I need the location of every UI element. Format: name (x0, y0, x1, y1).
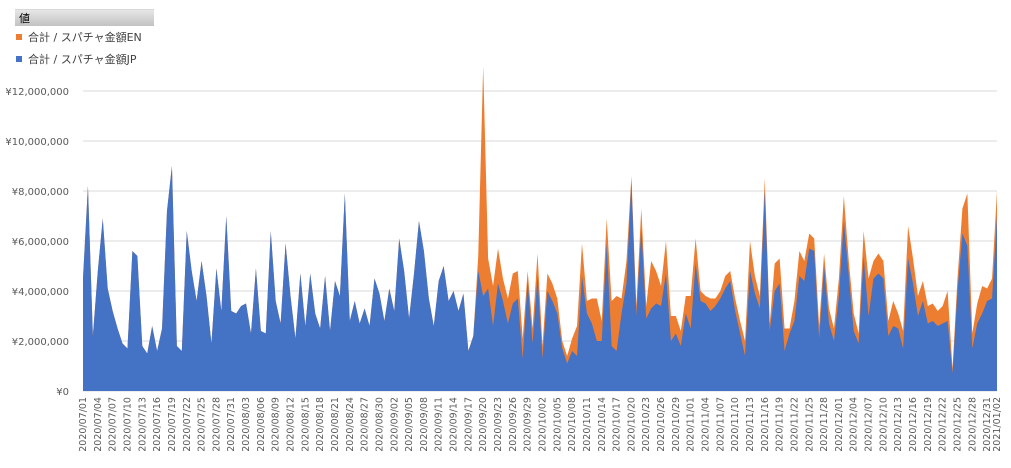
x-tick-label: 2020/09/08 (419, 397, 430, 452)
x-tick-label: 2020/08/09 (271, 397, 282, 452)
x-tick-label: 2020/07/28 (211, 397, 222, 452)
series-area-jp (83, 166, 997, 391)
x-tick-label: 2020/12/10 (878, 397, 889, 452)
y-tick-label: ¥2,000,000 (12, 337, 69, 348)
x-tick-label: 2020/09/17 (463, 397, 474, 452)
x-tick-label: 2020/12/19 (923, 397, 934, 452)
x-tick-label: 2020/10/02 (537, 397, 548, 452)
x-tick-label: 2020/09/20 (478, 397, 489, 452)
legend-swatch-jp (16, 56, 22, 62)
x-tick-label: 2020/07/25 (197, 397, 208, 452)
x-tick-label: 2020/08/06 (256, 397, 267, 452)
x-tick-label: 2020/10/26 (656, 397, 667, 452)
x-tick-label: 2020/07/16 (152, 397, 163, 452)
y-tick-label: ¥8,000,000 (12, 187, 69, 198)
x-tick-label: 2020/12/28 (967, 397, 978, 452)
x-tick-label: 2020/12/31 (982, 397, 993, 452)
x-tick-label: 2020/08/12 (286, 397, 297, 452)
x-tick-label: 2020/07/10 (122, 397, 133, 452)
x-tick-label: 2020/11/28 (819, 397, 830, 452)
x-tick-label: 2020/09/26 (508, 397, 519, 452)
legend-swatch-en (16, 34, 22, 40)
x-tick-label: 2020/11/07 (715, 397, 726, 452)
x-tick-label: 2020/10/11 (582, 397, 593, 452)
x-tick-label: 2020/10/23 (641, 397, 652, 452)
x-tick-label: 2020/12/22 (938, 397, 949, 452)
x-tick-label: 2020/11/10 (730, 397, 741, 452)
x-tick-label: 2020/08/18 (315, 397, 326, 452)
x-tick-label: 2020/12/13 (893, 397, 904, 452)
y-axis: ¥0 ¥2,000,000 ¥4,000,000 ¥6,000,000 ¥8,000,0… (5, 87, 69, 398)
x-tick-label: 2020/07/07 (108, 397, 119, 452)
y-tick-label: ¥4,000,000 (12, 287, 69, 298)
x-tick-label: 2020/07/19 (167, 397, 178, 452)
x-tick-label: 2020/09/29 (523, 397, 534, 452)
x-tick-label: 2020/08/15 (300, 397, 311, 452)
x-tick-label: 2021/01/02 (992, 397, 1003, 452)
x-tick-label: 2020/09/02 (389, 397, 400, 452)
x-tick-label: 2020/11/01 (686, 397, 697, 452)
x-tick-label: 2020/12/07 (864, 397, 875, 452)
x-tick-label: 2020/11/16 (760, 397, 771, 452)
x-tick-label: 2020/07/01 (78, 397, 89, 452)
x-tick-label: 2020/10/05 (552, 397, 563, 452)
x-tick-label: 2020/10/14 (597, 397, 608, 452)
x-tick-label: 2020/10/17 (612, 397, 623, 452)
x-tick-label: 2020/08/03 (241, 397, 252, 452)
area-series (83, 66, 997, 391)
x-tick-label: 2020/12/25 (952, 397, 963, 452)
legend-label-en: 合計 / スパチャ金額EN (28, 31, 142, 44)
y-tick-label: ¥10,000,000 (5, 137, 69, 148)
x-tick-label: 2020/07/13 (137, 397, 148, 452)
x-tick-label: 2020/08/27 (360, 397, 371, 452)
value-field-label: 値 (19, 12, 30, 25)
y-tick-label: ¥0 (56, 387, 69, 398)
x-tick-label: 2020/11/04 (701, 397, 712, 452)
value-field-button[interactable]: 値 (15, 9, 154, 26)
x-tick-label: 2020/09/14 (449, 397, 460, 452)
x-tick-label: 2020/10/29 (671, 397, 682, 452)
x-tick-label: 2020/09/05 (404, 397, 415, 452)
legend-item-jp[interactable]: 合計 / スパチャ金額JP (16, 53, 136, 67)
legend-label-jp: 合計 / スパチャ金額JP (28, 53, 137, 66)
x-tick-label: 2020/10/20 (626, 397, 637, 452)
x-tick-label: 2020/12/16 (908, 397, 919, 452)
y-tick-label: ¥12,000,000 (5, 87, 69, 98)
x-tick-label: 2020/11/13 (745, 397, 756, 452)
x-tick-label: 2020/12/04 (849, 397, 860, 452)
x-tick-label: 2020/09/11 (434, 397, 445, 452)
x-tick-label: 2020/07/22 (182, 397, 193, 452)
x-tick-label: 2020/08/21 (330, 397, 341, 452)
x-tick-label: 2020/09/23 (493, 397, 504, 452)
x-tick-label: 2020/08/24 (345, 397, 356, 452)
x-tick-label: 2020/11/19 (775, 397, 786, 452)
legend-item-en[interactable]: 合計 / スパチャ金額EN (16, 31, 142, 45)
y-tick-label: ¥6,000,000 (12, 237, 69, 248)
x-tick-label: 2020/12/01 (834, 397, 845, 452)
x-tick-label: 2020/11/22 (789, 397, 800, 452)
x-tick-label: 2020/07/04 (93, 397, 104, 452)
x-axis: 2020/07/01 2020/07/04 2020/07/07 2020/07/10… (78, 397, 1003, 452)
x-tick-label: 2020/10/08 (567, 397, 578, 452)
x-tick-label: 2020/08/30 (374, 397, 385, 452)
x-tick-label: 2020/11/25 (804, 397, 815, 452)
x-tick-label: 2020/07/31 (226, 397, 237, 452)
